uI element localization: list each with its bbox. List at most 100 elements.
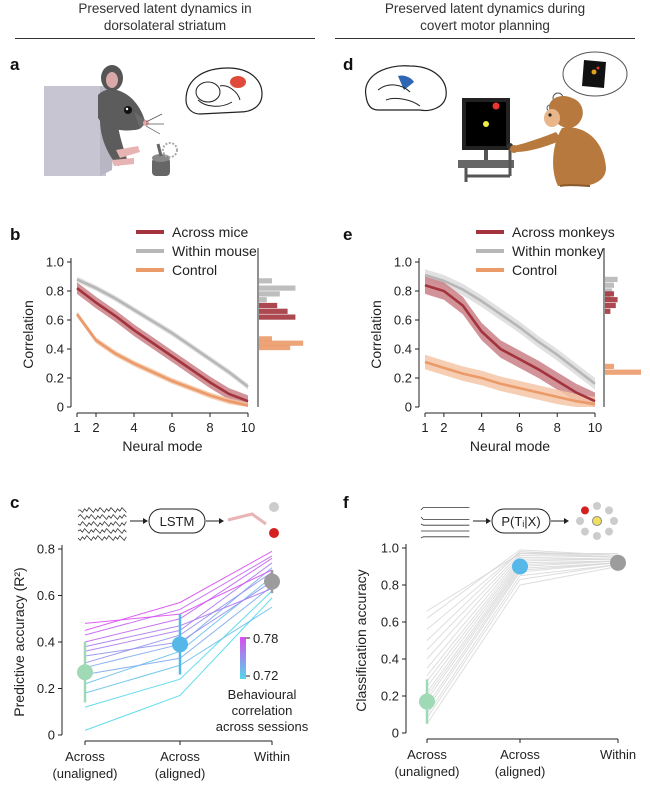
y-axis-label: Correlation — [20, 300, 36, 368]
colorbar-max-label: 0.78 — [253, 631, 278, 646]
series-line-3 — [424, 360, 596, 406]
session-line — [84, 569, 273, 624]
histogram-bar — [605, 291, 614, 297]
mouse-brain-icon — [185, 67, 263, 115]
y-tick-label: 1.0 — [394, 255, 412, 270]
right-header-line1: Preserved latent dynamics during — [384, 1, 586, 16]
target-icon — [269, 502, 279, 512]
session-line — [84, 555, 273, 636]
panel-label-a: a — [10, 55, 20, 74]
y-tick-label: 1.0 — [381, 541, 399, 556]
x-tick-label: Within — [254, 749, 290, 764]
mean-point — [610, 554, 626, 571]
histogram-bar — [259, 285, 296, 291]
right-header-rule — [335, 38, 635, 39]
target-icon — [605, 527, 614, 536]
monkey-illustration — [365, 51, 628, 187]
neural-trace-icon — [420, 536, 470, 539]
x-tick-label: Across — [407, 747, 447, 762]
legend-label-3: Control — [512, 262, 557, 278]
legend-label-2: Within monkey — [512, 243, 604, 259]
right-header-line2: covert motor planning — [420, 18, 550, 33]
x-tick-label: 2 — [92, 420, 99, 435]
x-tick-label: 6 — [516, 420, 523, 435]
series-band-1 — [77, 282, 248, 407]
x-tick-label: Within — [600, 747, 636, 762]
histogram-bar — [605, 369, 641, 375]
x-tick-label: (aligned) — [495, 764, 546, 779]
x-tick-label: 6 — [168, 420, 175, 435]
session-line — [426, 566, 619, 725]
left-header-line1: Preserved latent dynamics in — [78, 1, 252, 16]
chart-c: LSTM 0 0.2 0.4 0.6 0.8 Predictive accuracy (R²… — [11, 502, 309, 781]
histogram-bar — [259, 297, 267, 303]
monkey-brain-icon — [365, 65, 447, 112]
mean-point — [77, 664, 93, 681]
series-band-2 — [77, 276, 248, 390]
x-tick-label: 4 — [130, 420, 137, 435]
panel-label-b: b — [10, 225, 21, 244]
histogram-bar — [259, 344, 291, 351]
mouse-icon — [98, 65, 164, 166]
forelimb-icon — [227, 512, 267, 526]
y-tick-label: 0.8 — [381, 578, 399, 593]
histogram-bar — [259, 308, 288, 314]
y-tick-label: 0.4 — [381, 652, 399, 667]
chart-e: 0 0.2 0.4 0.6 0.8 1.0 1 2 4 6 8 10 Neural mode Correl… — [368, 224, 641, 454]
thought-bubble-icon — [546, 51, 628, 112]
histogram-bar — [605, 308, 611, 314]
neural-trace-icon — [420, 516, 470, 520]
x-tick-label: 8 — [206, 420, 213, 435]
y-tick-label: 0.6 — [394, 313, 412, 328]
histogram-bar — [259, 340, 304, 346]
y-tick-label: 0.6 — [381, 615, 399, 630]
x-axis-label: Neural mode — [122, 438, 202, 454]
session-line — [84, 597, 273, 731]
chart-f: P(Tᵢ|X) 0 0.2 0.4 0.6 0.8 1.0 Classification ac… — [353, 502, 636, 779]
y-tick-label: 0.4 — [46, 342, 64, 357]
neural-trace-icon — [78, 506, 127, 514]
y-tick-label: 0.2 — [46, 371, 64, 386]
histogram-bar — [259, 278, 272, 284]
session-line — [426, 560, 619, 688]
classifier-label: P(Tᵢ|X) — [501, 514, 540, 529]
x-tick-label: Across — [500, 747, 540, 762]
x-tick-label: 10 — [588, 420, 602, 435]
session-line — [426, 562, 619, 700]
series-line-2 — [424, 273, 596, 385]
mean-point — [419, 693, 435, 710]
monitor-icon — [458, 98, 514, 182]
series-line-3 — [75, 313, 249, 407]
y-axis-label: Correlation — [368, 300, 384, 368]
legend-label-3: Control — [172, 262, 217, 278]
mouse-illustration — [44, 65, 263, 176]
target-icon — [605, 506, 614, 515]
lstm-box — [148, 508, 206, 534]
x-tick-label: 1 — [73, 420, 80, 435]
session-line — [426, 556, 619, 669]
histogram-bar — [259, 291, 280, 297]
neural-trace-icon — [77, 513, 127, 521]
colorbar-title-line3: across sessions — [216, 719, 309, 734]
left-header-line2: dorsolateral striatum — [103, 18, 227, 33]
joystick-icon — [152, 142, 178, 176]
colorbar-title-line1: Behavioural — [228, 687, 297, 702]
arrowhead-icon — [219, 518, 224, 524]
y-tick-label: 0 — [405, 400, 412, 415]
colorbar-title-line2: correlation — [232, 703, 293, 718]
y-tick-label: 0.8 — [46, 284, 64, 299]
x-tick-label: 2 — [440, 420, 447, 435]
target-icon — [576, 517, 584, 525]
session-line — [426, 564, 619, 715]
lstm-label: LSTM — [160, 514, 195, 529]
session-line — [84, 550, 273, 631]
histogram-bar — [605, 276, 618, 283]
y-tick-label: 0.8 — [394, 284, 412, 299]
x-tick-label: (unaligned) — [394, 764, 459, 779]
histogram-bar — [605, 302, 616, 309]
x-axis-label: Neural mode — [470, 438, 550, 454]
y-axis-label: Classification accuracy — [353, 569, 369, 711]
y-tick-label: 0.4 — [394, 342, 412, 357]
histogram-bar — [259, 302, 278, 309]
